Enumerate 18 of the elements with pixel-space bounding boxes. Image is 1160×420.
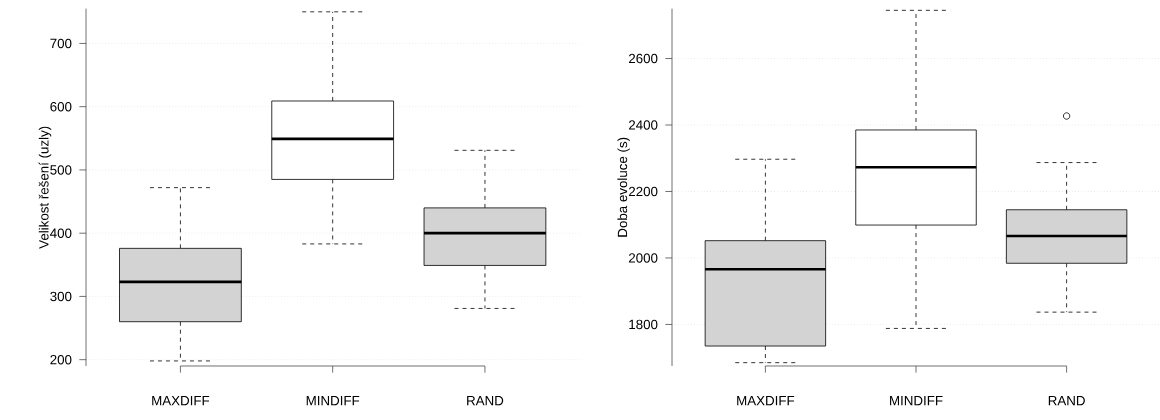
- y-tick-label: 300: [50, 291, 72, 302]
- x-tick-label: MAXDIFF: [152, 396, 210, 406]
- x-tick-label: MINDIFF: [890, 396, 943, 406]
- x-tick-label: RAND: [1048, 396, 1085, 406]
- y-tick-label: 1800: [629, 319, 658, 330]
- y-tick-label: 600: [50, 101, 72, 112]
- x-tick-label: MAXDIFF: [737, 396, 795, 406]
- y-tick-label: 500: [50, 165, 72, 175]
- y-tick-label: 700: [50, 38, 72, 49]
- y-tick-label: 2200: [628, 186, 658, 197]
- y-tick-label: 2400: [628, 120, 658, 130]
- y-axis-title: Doba evoluce (s): [617, 137, 630, 237]
- y-tick-label: 400: [50, 228, 72, 238]
- y-tick-label: 2600: [628, 53, 658, 64]
- y-tick-label: 200: [50, 354, 72, 365]
- x-tick-label: MINDIFF: [306, 396, 360, 406]
- y-tick-label: 2000: [628, 253, 658, 263]
- x-tick-label: RAND: [467, 396, 504, 406]
